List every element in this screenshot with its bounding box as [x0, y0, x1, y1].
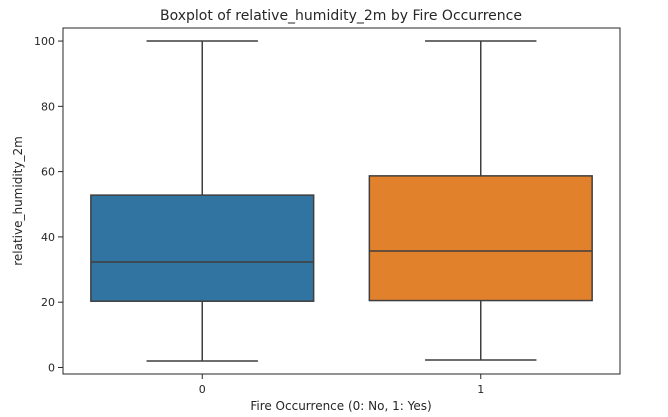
y-axis-label: relative_humidity_2m	[11, 136, 25, 266]
chart-title: Boxplot of relative_humidity_2m by Fire …	[160, 8, 522, 24]
box-group-1	[368, 40, 593, 361]
plot-frame	[62, 27, 621, 375]
box-1	[368, 175, 593, 302]
y-tick-label-20: 20	[41, 296, 55, 309]
y-tick-label-0: 0	[48, 361, 55, 374]
x-axis-label: Fire Occurrence (0: No, 1: Yes)	[250, 399, 431, 413]
box-group-0	[90, 40, 315, 362]
plot-area	[90, 40, 593, 362]
box-0	[90, 194, 315, 302]
y-tick-label-80: 80	[41, 100, 55, 113]
y-tick-label-60: 60	[41, 166, 55, 179]
x-tick-label-0: 0	[199, 383, 206, 396]
y-tick-label-40: 40	[41, 231, 55, 244]
y-tick-label-100: 100	[34, 35, 55, 48]
x-tick-label-1: 1	[477, 383, 484, 396]
